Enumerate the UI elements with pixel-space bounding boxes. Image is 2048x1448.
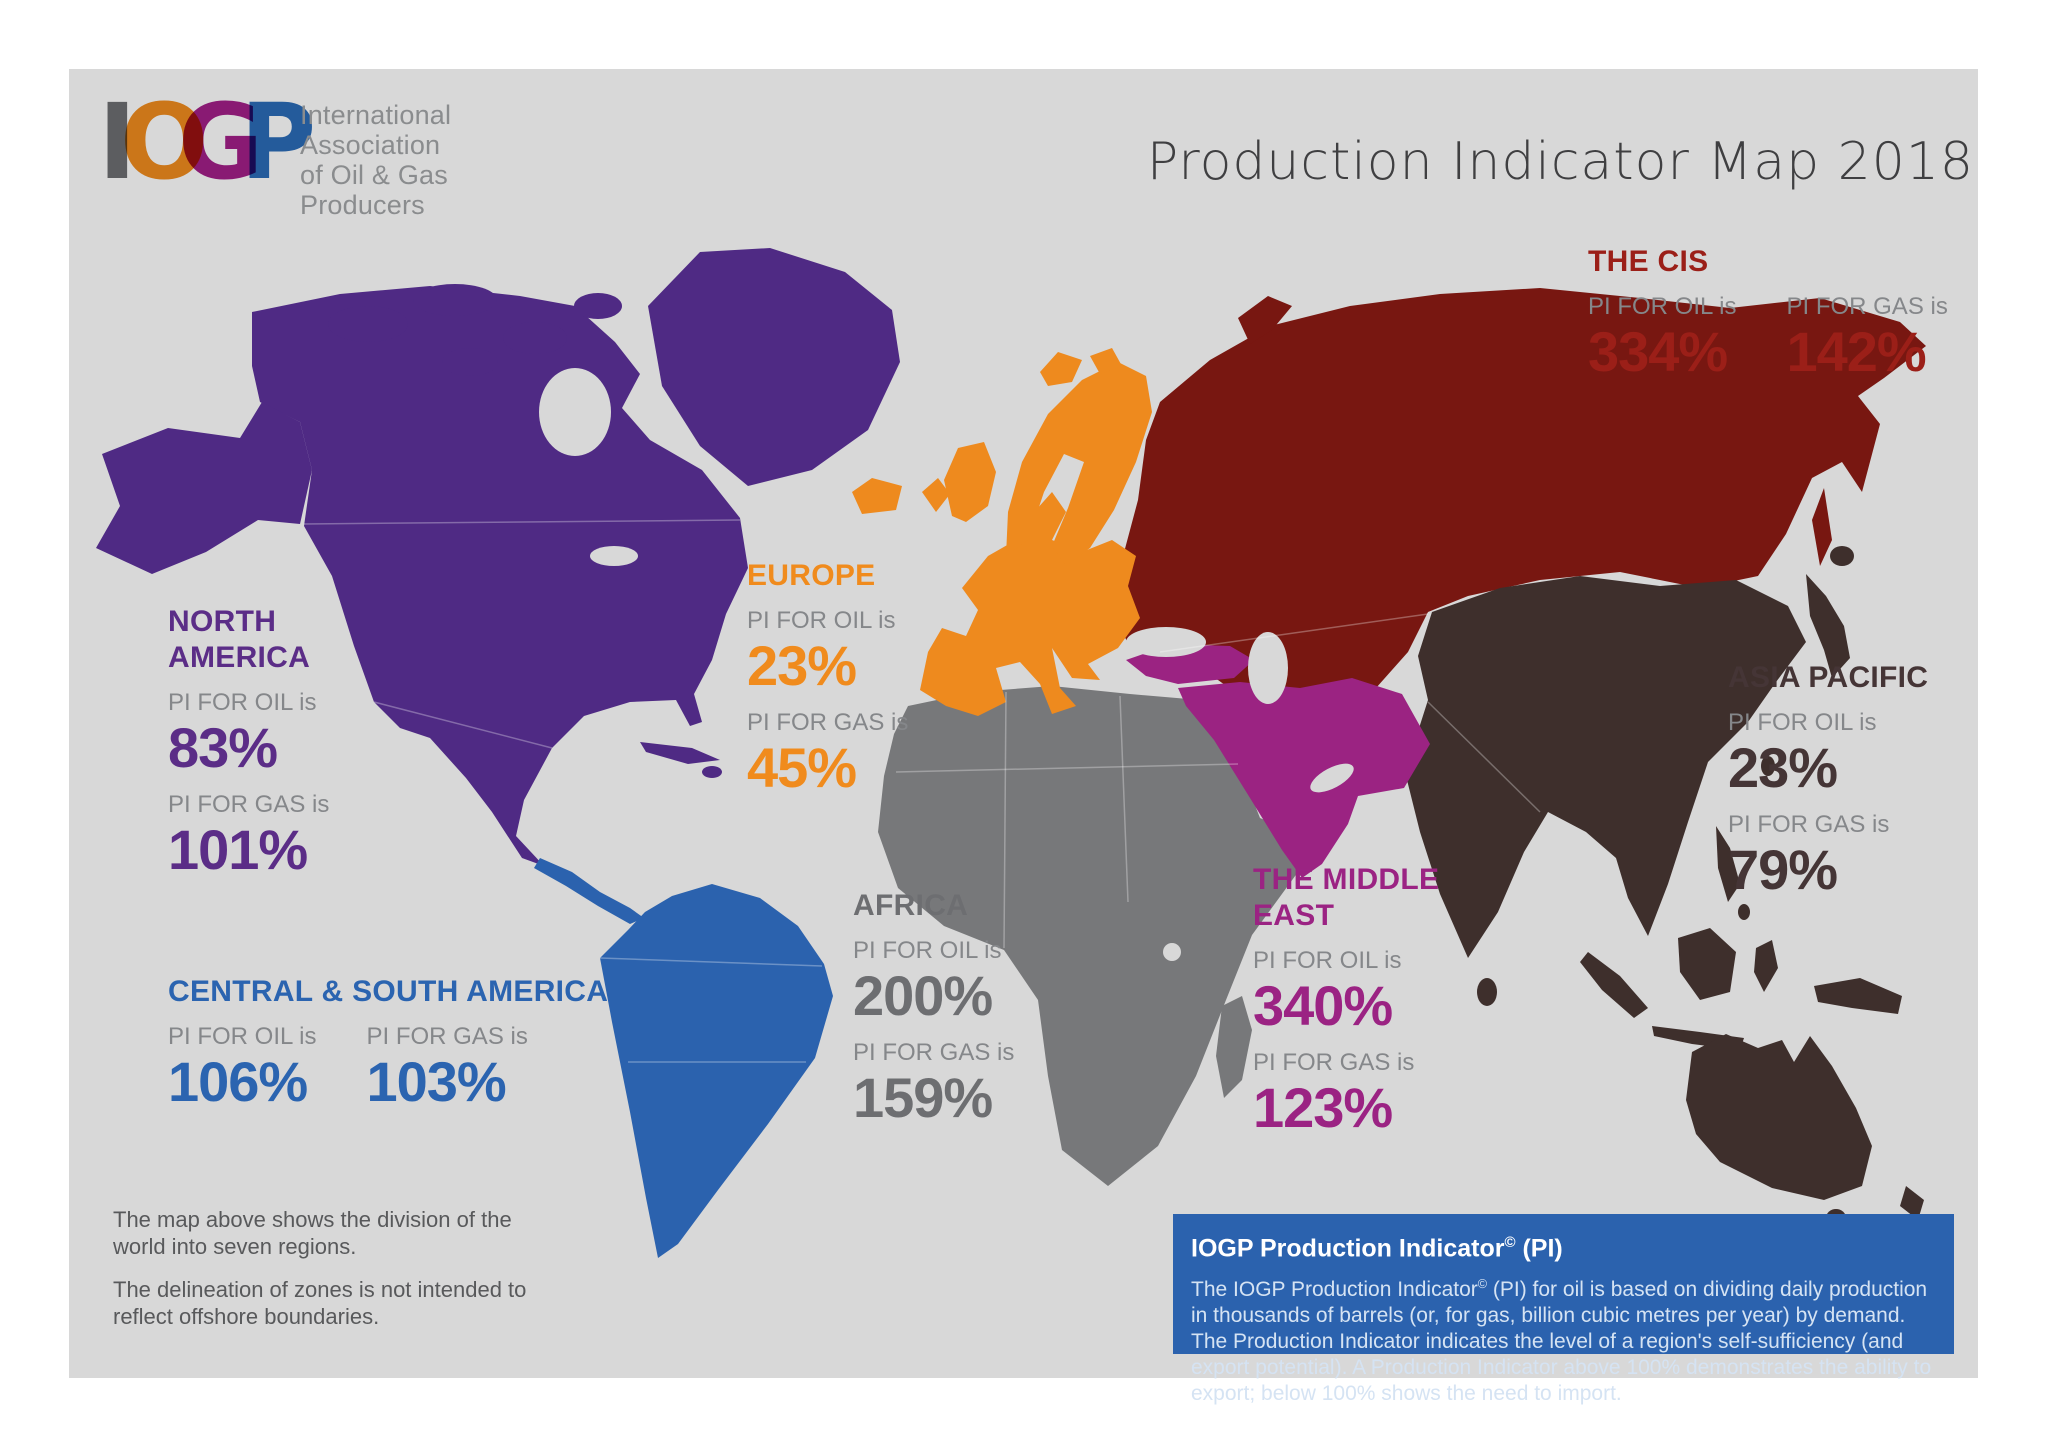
region-name: THE CIS bbox=[1588, 245, 1709, 278]
footnote-boundaries: The delineation of zones is not intended… bbox=[113, 1277, 527, 1329]
stats-asia-pacific: ASIA PACIFIC PI FOR OIL is 23% PI FOR GA… bbox=[1728, 660, 1928, 900]
iogp-logo: I O G P bbox=[98, 86, 318, 202]
gas-pi-label: PI FOR GAS is bbox=[853, 1039, 1015, 1066]
oil-pi-value: 340% bbox=[1253, 974, 1393, 1037]
org-name: International Association of Oil & Gas P… bbox=[300, 100, 451, 220]
info-box-title: IOGP Production Indicator© (PI) bbox=[1191, 1234, 1563, 1263]
oil-pi-label: PI FOR OIL is bbox=[1253, 947, 1402, 974]
gas-pi-label: PI FOR GAS is bbox=[168, 791, 330, 818]
stats-africa: AFRICA PI FOR OIL is 200% PI FOR GAS is … bbox=[853, 888, 1014, 1128]
water-cutouts bbox=[539, 368, 1354, 961]
org-name-line: International bbox=[300, 100, 452, 130]
gas-pi-value: 101% bbox=[168, 818, 308, 881]
region-name: THE MIDDLE bbox=[1253, 863, 1440, 896]
copyright-symbol: © bbox=[1504, 1234, 1516, 1251]
gas-pi-value: 103% bbox=[366, 1050, 506, 1113]
region-shape-central-south-america bbox=[534, 858, 833, 1258]
page-title: Production Indicator Map 2018 bbox=[1146, 132, 1974, 192]
oil-pi-label: PI FOR OIL is bbox=[1728, 709, 1877, 736]
oil-pi-label: PI FOR OIL is bbox=[1588, 293, 1737, 320]
footnotes: The map above shows the division of the … bbox=[113, 1206, 553, 1346]
logo-letter-g: G bbox=[178, 81, 264, 203]
oil-pi-value: 23% bbox=[1728, 736, 1838, 799]
gas-pi-label: PI FOR GAS is bbox=[1728, 811, 1890, 838]
oil-pi-label: PI FOR OIL is bbox=[168, 1023, 317, 1050]
gas-pi-value: 142% bbox=[1786, 320, 1926, 383]
region-name: AFRICA bbox=[853, 889, 969, 922]
stats-europe: EUROPE PI FOR OIL is 23% PI FOR GAS is 4… bbox=[747, 558, 908, 798]
stats-middle-east: THE MIDDLE EAST PI FOR OIL is 340% PI FO… bbox=[1253, 862, 1439, 1138]
region-name: EUROPE bbox=[747, 559, 876, 592]
footnote-regions: The map above shows the division of the … bbox=[113, 1207, 512, 1259]
gas-pi-label: PI FOR GAS is bbox=[747, 709, 909, 736]
oil-pi-label: PI FOR OIL is bbox=[747, 607, 896, 634]
region-shape-africa bbox=[878, 686, 1315, 1186]
stats-central-south-america: CENTRAL & SOUTH AMERICA PI FOR OIL is 10… bbox=[168, 974, 608, 1112]
gas-pi-label: PI FOR GAS is bbox=[1253, 1049, 1415, 1076]
oil-pi-value: 23% bbox=[747, 634, 857, 697]
stats-the-cis: THE CIS PI FOR OIL is 334% PI FOR GAS is… bbox=[1588, 244, 1948, 382]
region-name: NORTH bbox=[168, 605, 277, 638]
info-box-body: The IOGP Production Indicator© (PI) for … bbox=[1191, 1277, 1932, 1406]
gas-pi-value: 159% bbox=[853, 1066, 993, 1129]
logo-letter-i: I bbox=[98, 81, 137, 203]
pi-info-box: IOGP Production Indicator© (PI) The IOGP… bbox=[1173, 1214, 1954, 1405]
oil-pi-value: 200% bbox=[853, 964, 993, 1027]
logo-letter-p: P bbox=[240, 81, 317, 203]
region-shape-the-cis bbox=[1108, 288, 1926, 706]
country-borders bbox=[303, 519, 1541, 1063]
region-name: EAST bbox=[1253, 899, 1335, 932]
gas-pi-label: PI FOR GAS is bbox=[1786, 293, 1948, 320]
oil-pi-label: PI FOR OIL is bbox=[168, 689, 317, 716]
oil-pi-value: 83% bbox=[168, 716, 278, 779]
region-name: ASIA PACIFIC bbox=[1728, 661, 1929, 694]
oil-pi-label: PI FOR OIL is bbox=[853, 937, 1002, 964]
org-name-line: of Oil & Gas bbox=[300, 160, 448, 190]
org-name-line: Producers bbox=[300, 190, 425, 220]
org-name-line: Association bbox=[300, 130, 441, 160]
logo-letter-o: O bbox=[120, 81, 209, 203]
stats-north-america: NORTH AMERICA PI FOR OIL is 83% PI FOR G… bbox=[168, 604, 329, 880]
gas-pi-label: PI FOR GAS is bbox=[366, 1023, 528, 1050]
copyright-symbol: © bbox=[1477, 1277, 1488, 1292]
oil-pi-value: 106% bbox=[168, 1050, 308, 1113]
region-shape-europe bbox=[852, 348, 1152, 716]
region-shape-asia-pacific bbox=[1405, 546, 1944, 1262]
oil-pi-value: 334% bbox=[1588, 320, 1728, 383]
gas-pi-value: 45% bbox=[747, 736, 857, 799]
gas-pi-value: 79% bbox=[1728, 838, 1838, 901]
region-name: CENTRAL & SOUTH AMERICA bbox=[168, 975, 609, 1008]
region-shape-north-america bbox=[96, 248, 900, 866]
region-name: AMERICA bbox=[168, 641, 311, 674]
gas-pi-value: 123% bbox=[1253, 1076, 1393, 1139]
